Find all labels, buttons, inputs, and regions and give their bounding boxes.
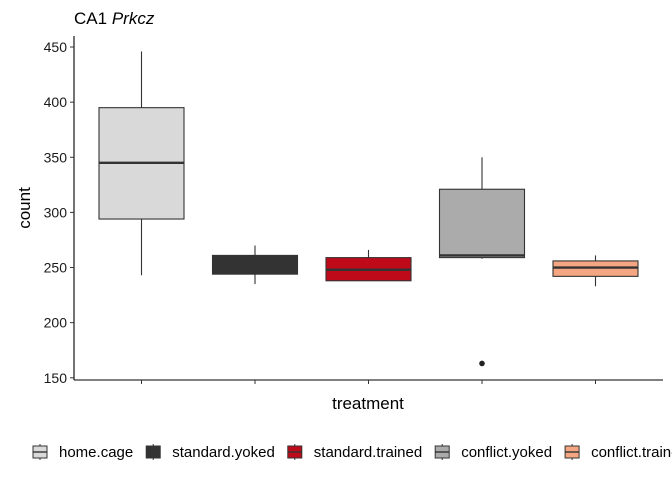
legend-label: conflict.trained <box>591 444 672 461</box>
y-ticks: 150 200 250 300 350 400 450 <box>44 39 74 386</box>
y-tick-label: 150 <box>44 370 68 386</box>
legend-item-standard.yoked: standard.yoked <box>145 444 275 461</box>
x-axis-title: treatment <box>332 394 404 413</box>
legend-label: standard.yoked <box>172 444 275 461</box>
legend: home.cage standard.yoked standard.trained c… <box>32 444 672 461</box>
y-tick-label: 200 <box>44 315 68 331</box>
x-ticks <box>141 380 596 384</box>
outlier-point <box>479 360 485 367</box>
box-body <box>438 188 526 259</box>
legend-item-conflict.trained: conflict.trained <box>564 444 672 461</box>
chart-title: CA1 Prkcz <box>74 9 155 28</box>
box-conflict.trained <box>552 255 639 287</box>
box-conflict.yoked <box>438 157 526 367</box>
plot-area <box>98 51 639 367</box>
legend-item-home.cage: home.cage <box>32 444 133 461</box>
y-tick-label: 450 <box>44 39 68 55</box>
box-standard.yoked <box>211 245 299 285</box>
legend-item-conflict.yoked: conflict.yoked <box>434 444 552 461</box>
box-home.cage <box>98 51 185 276</box>
y-tick-label: 350 <box>44 149 68 165</box>
y-tick-label: 250 <box>44 260 68 276</box>
legend-label: standard.trained <box>314 444 422 461</box>
legend-label: conflict.yoked <box>461 444 552 461</box>
y-tick-label: 400 <box>44 94 68 110</box>
y-axis-title: count <box>15 187 34 229</box>
y-tick-label: 300 <box>44 204 68 220</box>
box-standard.trained <box>325 249 412 282</box>
legend-item-standard.trained: standard.trained <box>287 444 422 461</box>
legend-label: home.cage <box>59 444 133 461</box>
